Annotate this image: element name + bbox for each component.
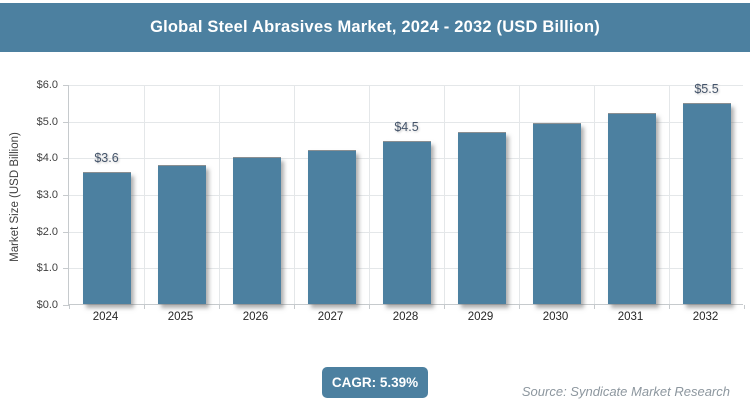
- bar-data-label: $4.5: [394, 119, 419, 134]
- x-axis-tick-mark: [219, 305, 220, 309]
- x-axis-tick-label: 2028: [392, 311, 419, 323]
- x-axis-tick-mark: [594, 305, 595, 309]
- y-axis-tick-label: $1.0: [36, 262, 58, 275]
- x-axis-tick-mark: [669, 305, 670, 309]
- bar-2032: [682, 103, 731, 304]
- y-axis-tick-label: $0.0: [36, 299, 58, 311]
- x-axis-tick-mark: [744, 305, 745, 309]
- y-axis-tick-labels: $6.0 $5.0 $4.0 $3.0 $2.0 $1.0 $0.0: [0, 79, 60, 311]
- horizontal-gridline: [69, 121, 743, 123]
- y-axis-tick-mark: [63, 85, 69, 86]
- y-axis-tick-mark: [63, 268, 69, 270]
- page-title: Global Steel Abrasives Market, 2024 - 20…: [150, 18, 600, 36]
- x-axis-tick-mark: [294, 305, 295, 309]
- x-axis-tick-label: 2030: [542, 311, 569, 323]
- vertical-gridline: [144, 85, 145, 304]
- cagr-badge-label: CAGR: 5.39%: [331, 375, 419, 390]
- x-axis-tick-label: 2031: [617, 311, 644, 323]
- bar-2028: [382, 140, 431, 304]
- y-axis-tick-mark: [63, 121, 69, 123]
- y-axis-tick-mark: [63, 195, 69, 196]
- vertical-gridline: [444, 85, 445, 304]
- x-axis-tick-labels: 2024 2025 2026 2027 2028 2029 2030 2031 2032: [68, 311, 743, 327]
- plot-area: $3.6 $4.5 $5.5: [63, 82, 745, 309]
- bar-2025: [157, 165, 206, 304]
- y-axis-tick-label: $5.0: [36, 115, 58, 128]
- vertical-gridline: [219, 85, 220, 304]
- bar-2030: [532, 123, 581, 304]
- x-axis-tick-mark: [369, 305, 370, 309]
- x-axis-tick-label: 2027: [317, 311, 344, 323]
- y-axis-tick-mark: [63, 305, 69, 306]
- source-attribution: Source: Syndicate Market Research: [521, 384, 730, 399]
- x-axis-tick-mark: [519, 305, 520, 309]
- vertical-gridline: [519, 85, 520, 304]
- vertical-gridline: [669, 85, 670, 304]
- x-axis-tick-mark: [444, 305, 445, 309]
- y-axis-tick-mark: [63, 231, 69, 233]
- bar-2027: [307, 149, 356, 304]
- bar-2029: [457, 132, 506, 304]
- vertical-gridline: [294, 85, 295, 304]
- chart-title-bar: Global Steel Abrasives Market, 2024 - 20…: [0, 3, 750, 52]
- y-axis-tick-label: $4.0: [36, 152, 58, 165]
- bar-data-label: $3.6: [94, 151, 119, 165]
- bar-2031: [607, 113, 656, 304]
- x-axis-tick-label: 2026: [242, 311, 269, 323]
- vertical-gridline: [594, 85, 595, 304]
- x-axis-tick-mark: [144, 305, 145, 309]
- horizontal-gridline: [69, 85, 743, 86]
- bar-2026: [232, 157, 281, 304]
- y-axis-tick-label: $3.0: [36, 189, 58, 201]
- x-axis-tick-label: 2032: [692, 311, 719, 323]
- cagr-badge: CAGR: 5.39%: [322, 367, 428, 398]
- bar-2024: [82, 172, 131, 304]
- bar-data-label: $5.5: [694, 82, 719, 97]
- x-axis-tick-label: 2029: [467, 311, 494, 323]
- y-axis-tick-label: $6.0: [36, 79, 58, 91]
- x-axis-tick-label: 2024: [92, 311, 119, 323]
- x-axis-tick-label: 2025: [167, 311, 194, 323]
- y-axis-tick-label: $2.0: [36, 225, 58, 238]
- x-axis-tick-mark: [69, 305, 70, 309]
- y-axis-tick-mark: [63, 158, 69, 160]
- vertical-gridline: [369, 85, 370, 304]
